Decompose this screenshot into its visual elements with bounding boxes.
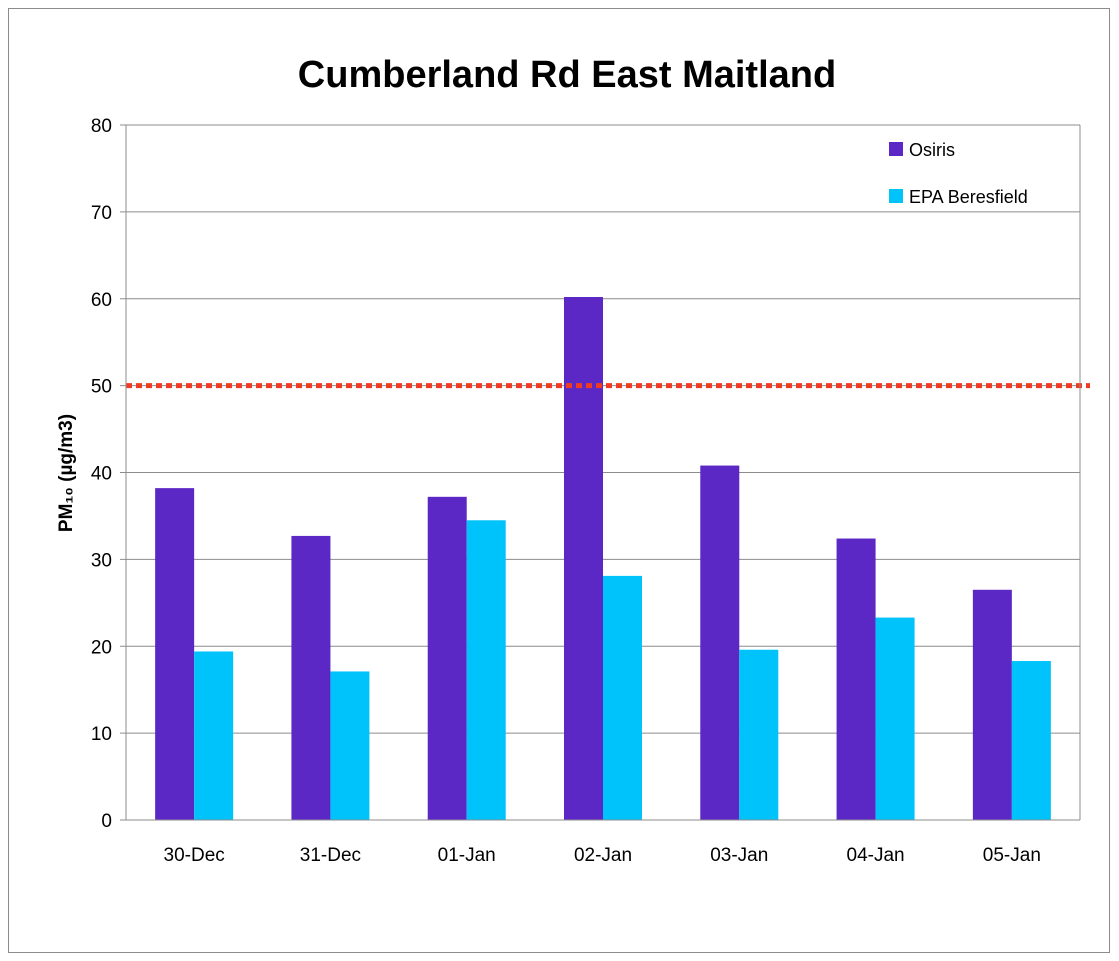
y-tick-label: 80 bbox=[91, 116, 112, 137]
x-tick-label: 05-Jan bbox=[983, 845, 1041, 866]
bar-osiris-30-dec bbox=[155, 488, 195, 820]
chart-title: Cumberland Rd East Maitland bbox=[298, 54, 836, 96]
y-tick-label: 20 bbox=[91, 637, 112, 658]
bar-osiris-04-jan bbox=[836, 538, 876, 820]
bar-osiris-05-jan bbox=[972, 589, 1012, 820]
bar-osiris-01-jan bbox=[427, 496, 467, 820]
y-axis-title: PM₁₀ (µg/m3) bbox=[56, 414, 77, 532]
bar-epa-beresfield-31-dec bbox=[330, 671, 370, 820]
bar-osiris-02-jan bbox=[564, 297, 603, 820]
bar-epa-beresfield-01-jan bbox=[466, 520, 506, 820]
x-tick-label: 31-Dec bbox=[300, 845, 361, 866]
x-tick-label: 02-Jan bbox=[574, 845, 632, 866]
bar-epa-beresfield-04-jan bbox=[875, 617, 915, 820]
legend-swatch-osiris bbox=[889, 142, 903, 156]
legend-swatch-epa-beresfield bbox=[889, 189, 903, 203]
y-tick-label: 50 bbox=[91, 377, 112, 398]
bar-epa-beresfield-03-jan bbox=[739, 649, 779, 820]
bars bbox=[155, 297, 1051, 820]
bar-osiris-31-dec bbox=[291, 535, 331, 820]
x-tick-label: 03-Jan bbox=[710, 845, 768, 866]
x-tick-label: 04-Jan bbox=[847, 845, 905, 866]
bar-epa-beresfield-05-jan bbox=[1011, 661, 1051, 820]
y-tick-label: 60 bbox=[91, 290, 112, 311]
y-tick-label: 30 bbox=[91, 550, 112, 571]
tick-labels: 0 10 20 30 40 50 60 70 80 30-Dec 31-Dec 01-Jan 02-Ja… bbox=[91, 116, 1041, 866]
bar-epa-beresfield-30-dec bbox=[194, 651, 234, 820]
legend: Osiris EPA Beresfield bbox=[889, 140, 1028, 207]
bar-epa-beresfield-02-jan bbox=[603, 575, 642, 820]
legend-label-osiris: Osiris bbox=[909, 140, 955, 160]
y-tick-label: 0 bbox=[101, 811, 112, 832]
bar-osiris-03-jan bbox=[700, 465, 740, 820]
y-tick-label: 70 bbox=[91, 203, 112, 224]
x-tick-label: 01-Jan bbox=[438, 845, 496, 866]
axes bbox=[120, 124, 1081, 821]
y-tick-label: 40 bbox=[91, 464, 112, 485]
y-tick-label: 10 bbox=[91, 724, 112, 745]
legend-label-epa-beresfield: EPA Beresfield bbox=[909, 187, 1028, 207]
x-tick-label: 30-Dec bbox=[164, 845, 225, 866]
